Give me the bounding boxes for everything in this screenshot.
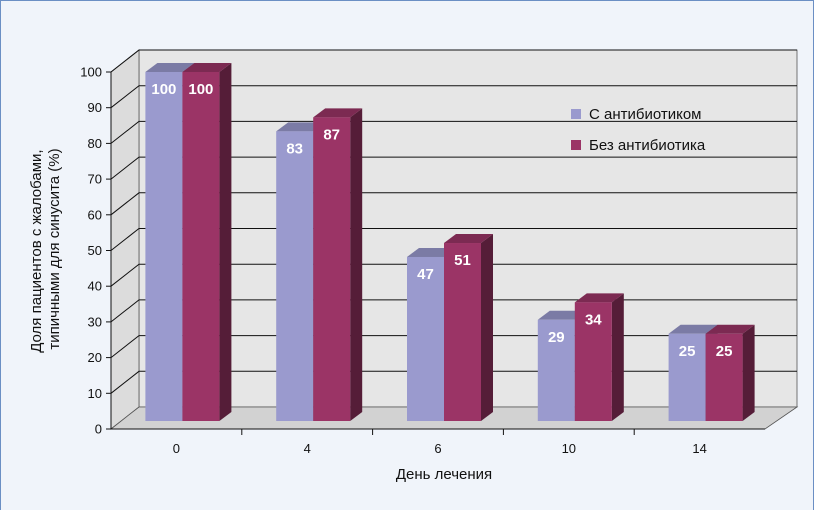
bar-front: [145, 72, 183, 421]
gridline: [110, 299, 797, 323]
bar-front: [407, 256, 444, 421]
y-tick-label: 80: [88, 136, 102, 151]
bar-front: [444, 243, 481, 421]
y-tick-label: 50: [88, 243, 102, 258]
gridline: [110, 49, 797, 73]
data-label: 34: [585, 311, 602, 328]
y-tick-label: 70: [88, 172, 102, 187]
x-tick-label: 14: [692, 441, 706, 456]
bar-top: [537, 310, 587, 320]
y-tick-label: 100: [80, 65, 102, 80]
x-tick-label: 10: [562, 441, 576, 456]
bar-without-antibiotic-day-6: [444, 234, 493, 421]
bar-top: [574, 293, 624, 303]
bar-without-antibiotic-day-14: [705, 324, 755, 421]
bar-front: [705, 333, 743, 421]
bar-side: [350, 108, 363, 422]
bar-top: [444, 234, 493, 244]
y-tick-label: 20: [88, 350, 102, 365]
bar-side: [481, 234, 493, 421]
bar-top: [182, 63, 232, 72]
bar-top: [313, 108, 363, 118]
y-tick-label: 40: [88, 279, 102, 294]
bar-side: [742, 324, 755, 421]
data-label: 100: [151, 81, 176, 98]
gridline: [110, 192, 797, 216]
y-tick-label: 30: [88, 314, 102, 329]
bar-top: [668, 324, 718, 334]
bar-side: [219, 63, 232, 421]
gridline: [110, 228, 797, 251]
y-axis-title: Доля пациентов с жалобами, типичными для…: [28, 145, 63, 353]
x-tick-label: 6: [434, 441, 441, 456]
data-label: 25: [679, 343, 696, 360]
bar-front: [668, 333, 706, 421]
bars: [145, 63, 755, 422]
data-label: 87: [323, 126, 340, 143]
x-tick-label: 4: [304, 441, 311, 456]
bar-front: [574, 302, 612, 421]
gridline: [110, 85, 797, 109]
data-label: 83: [286, 140, 303, 157]
y-axis-title-line-2: типичными для синусита (%): [46, 148, 63, 349]
bar-top: [276, 122, 326, 132]
axes: 0 10 20 30 40 50 60 70 80 90 100 0 4 6 10 14: [80, 65, 765, 456]
bar-without-antibiotic-day-10: [574, 293, 624, 421]
legend-swatch-without-antibiotic: [571, 140, 581, 150]
bar-front: [182, 72, 220, 421]
data-label: 29: [548, 329, 565, 346]
data-label: 47: [417, 266, 434, 283]
bar-front: [276, 131, 314, 421]
y-tick-label: 10: [88, 386, 102, 401]
bar-without-antibiotic-day-4: [313, 108, 363, 422]
y-tick-label: 90: [88, 100, 102, 115]
gridline: [110, 120, 797, 144]
data-label: 25: [716, 343, 733, 360]
legend-label-without-antibiotic: Без антибиотика: [589, 137, 706, 154]
data-label: 51: [454, 252, 471, 269]
bar-side: [611, 293, 624, 421]
gridline: [110, 263, 797, 287]
x-tick-label: 0: [173, 441, 180, 456]
bar-front: [313, 117, 351, 422]
legend-swatch-with-antibiotic: [571, 109, 581, 119]
bar-without-antibiotic-day-0: [182, 63, 232, 421]
bar-top: [705, 324, 755, 334]
bar-front: [537, 319, 575, 421]
legend-label-with-antibiotic: С антибиотиком: [589, 106, 702, 123]
y-tick-label: 60: [88, 207, 102, 222]
y-axis-title-line-1: Доля пациентов с жалобами,: [28, 149, 45, 352]
legend: С антибиотиком Без антибиотика: [571, 106, 706, 154]
gridline: [110, 156, 797, 180]
x-axis-title: День лечения: [396, 466, 492, 483]
y-tick-label: 0: [95, 422, 102, 437]
data-labels: 100 100 83 87 47 51 29 34 25 25: [151, 81, 732, 360]
bar-top: [145, 63, 195, 72]
data-label: 100: [188, 81, 213, 98]
bar-top: [407, 247, 456, 257]
